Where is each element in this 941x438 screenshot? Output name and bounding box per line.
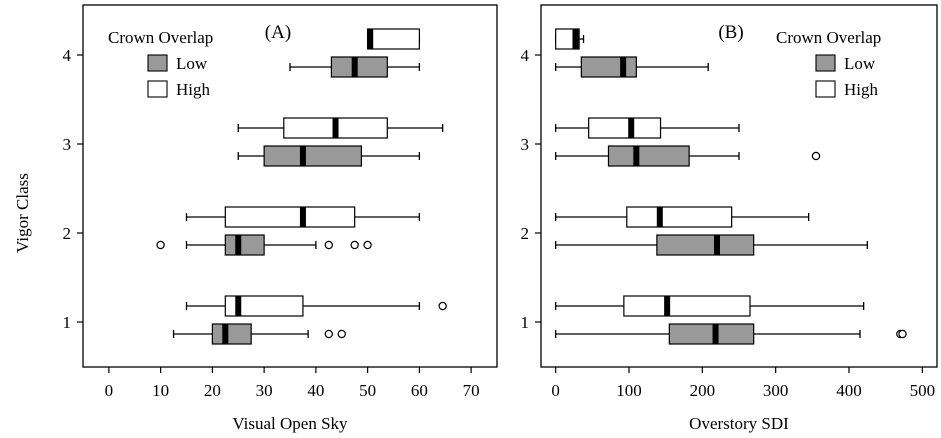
x-axis-label: Visual Open Sky: [232, 414, 348, 433]
panel-label: (A): [265, 22, 291, 43]
iqr-box: [588, 117, 662, 139]
panel-b: 0 100 200 300 400 500 Overstory SDI 1 2 3 4 (B) Crow…: [521, 4, 938, 433]
median-mark: [351, 57, 358, 77]
median-mark: [235, 296, 242, 316]
median-mark: [620, 57, 627, 77]
legend-label-low: Low: [844, 54, 876, 73]
box-high-class-1: [555, 295, 865, 317]
median-mark: [714, 235, 720, 255]
iqr-box: [263, 145, 363, 167]
box-low-class-4: [289, 56, 421, 78]
box-high-class-2: [555, 206, 810, 228]
y-tick-label: 2: [63, 224, 72, 243]
x-tick-label: 100: [616, 381, 642, 400]
y-tick-label: 4: [63, 46, 72, 65]
iqr-box: [330, 56, 388, 78]
plot-frame: [540, 4, 938, 368]
y-axis-label: Vigor Class: [13, 173, 32, 253]
median-mark: [332, 118, 339, 138]
box-high-class-2: [185, 206, 421, 228]
plot-frame: [82, 4, 498, 368]
x-tick-label: 200: [690, 381, 716, 400]
legend-swatch-low: [815, 54, 836, 72]
box-low-class-2: [555, 234, 868, 256]
panel-a: 0 10 20 30 40 50 60 70 Visual Open Sky 1 2 3 4 (A) Cro…: [63, 4, 498, 433]
median-mark: [299, 146, 306, 166]
outlier-point: [438, 301, 447, 311]
x-tick-label: 0: [105, 381, 114, 400]
x-tick-label: 10: [152, 381, 169, 400]
box-low-class-2: [156, 234, 372, 256]
x-tick-label: 400: [836, 381, 862, 400]
legend-label-low: Low: [176, 54, 208, 73]
box-high-class-4: [555, 28, 585, 50]
box-high-class-3: [237, 117, 444, 139]
x-tick-label: 50: [359, 381, 376, 400]
y-tick-label: 4: [521, 46, 530, 65]
outlier-point: [811, 151, 821, 161]
iqr-box: [626, 206, 733, 228]
box-high-class-4: [366, 28, 421, 50]
x-tick-label: 70: [463, 381, 480, 400]
box-low-class-3: [555, 145, 821, 167]
median-mark: [299, 207, 306, 227]
box-high-class-3: [555, 117, 740, 139]
outlier-point: [324, 329, 334, 339]
median-mark: [628, 118, 635, 138]
legend-title: Crown Overlap: [776, 28, 881, 47]
iqr-box: [224, 295, 304, 317]
box-low-class-4: [555, 56, 709, 78]
x-tick-label: 500: [910, 381, 936, 400]
box-high-class-1: [185, 295, 447, 317]
y-tick-label: 3: [63, 135, 72, 154]
legend-swatch-high: [147, 80, 168, 98]
outlier-point: [898, 329, 907, 339]
box-low-class-1: [555, 323, 907, 345]
legend-title: Crown Overlap: [108, 28, 213, 47]
iqr-box: [211, 323, 252, 345]
x-tick-label: 300: [763, 381, 789, 400]
x-axis-label: Overstory SDI: [689, 414, 789, 433]
outlier-point: [350, 240, 359, 250]
box-low-class-1: [172, 323, 346, 345]
outlier-point: [156, 240, 165, 250]
outlier-point: [363, 240, 372, 250]
iqr-box: [224, 206, 356, 228]
iqr-box: [668, 323, 755, 345]
median-mark: [572, 29, 579, 49]
median-mark: [712, 324, 719, 344]
legend-swatch-low: [147, 54, 168, 72]
median-mark: [235, 235, 242, 255]
median-mark: [222, 324, 229, 344]
median-mark: [367, 29, 374, 49]
median-mark: [656, 207, 663, 227]
iqr-box: [623, 295, 751, 317]
legend-label-high: High: [176, 80, 211, 99]
median-mark: [633, 146, 640, 166]
x-tick-label: 60: [411, 381, 428, 400]
outlier-point: [324, 240, 334, 250]
y-tick-label: 3: [521, 135, 530, 154]
iqr-box: [224, 234, 265, 256]
iqr-box: [580, 56, 637, 78]
iqr-box: [367, 28, 420, 50]
x-tick-label: 0: [551, 381, 560, 400]
legend-swatch-high: [815, 80, 836, 98]
box-low-class-3: [237, 145, 421, 167]
panel-label: (B): [718, 22, 743, 43]
outlier-point: [337, 329, 346, 339]
iqr-box: [607, 145, 690, 167]
x-tick-label: 40: [307, 381, 324, 400]
x-tick-label: 30: [256, 381, 273, 400]
iqr-box: [656, 234, 755, 256]
median-mark: [664, 296, 671, 316]
y-tick-label: 1: [521, 313, 530, 332]
y-tick-label: 2: [521, 224, 530, 243]
x-tick-label: 20: [204, 381, 221, 400]
legend-label-high: High: [844, 80, 879, 99]
y-tick-label: 1: [63, 313, 72, 332]
